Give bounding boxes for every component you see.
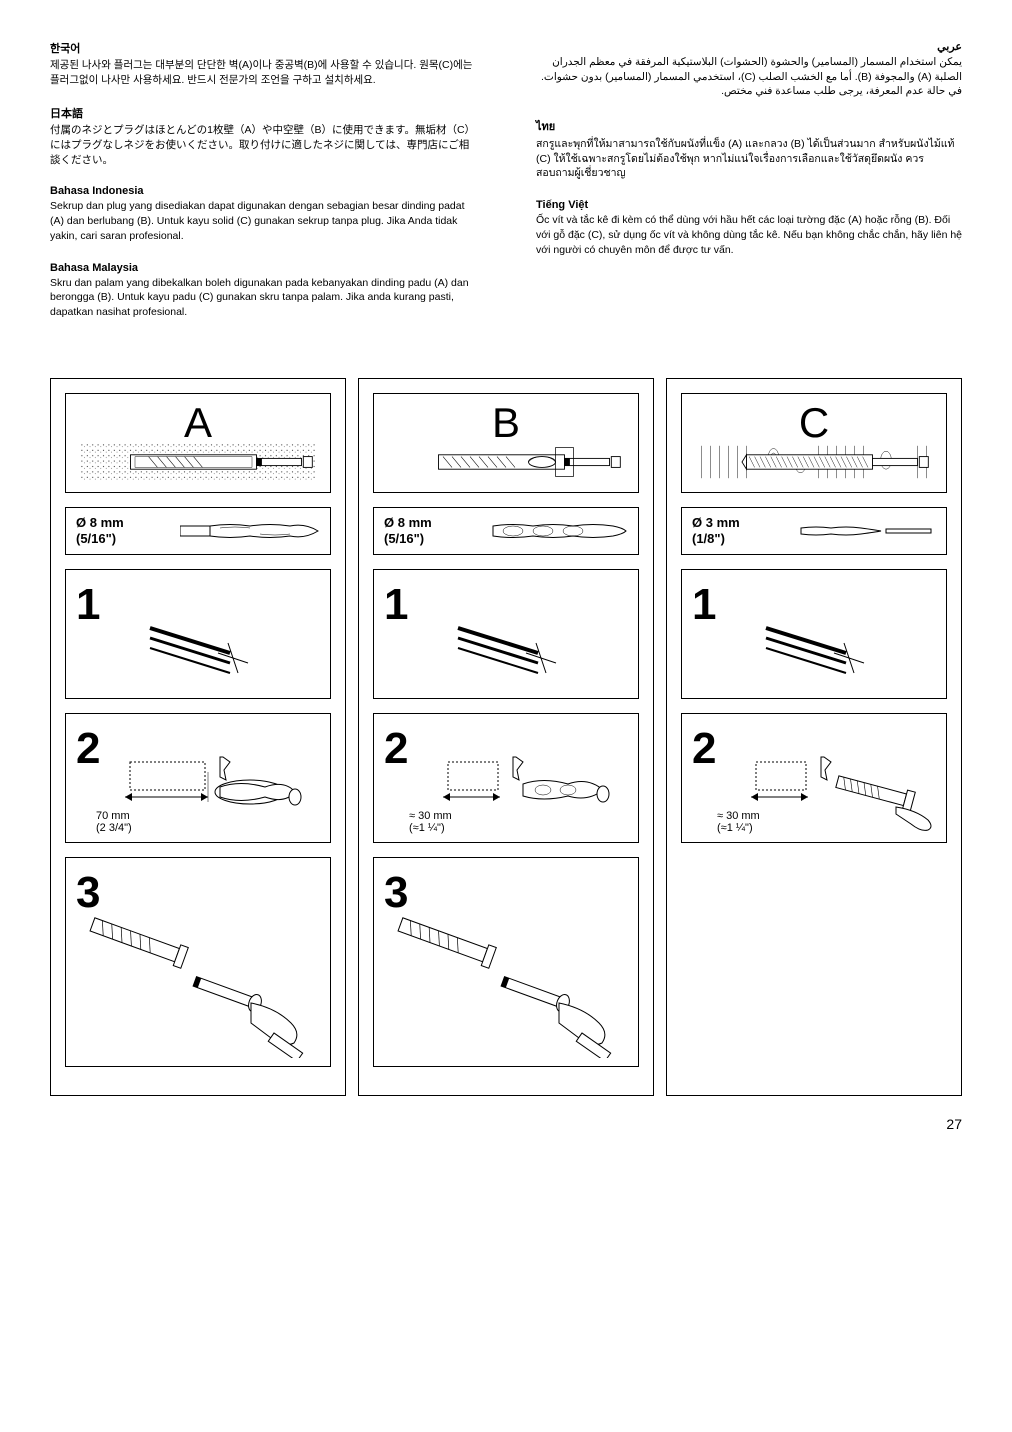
wall-plug-icon — [428, 752, 628, 832]
lang-body: يمكن استخدام المسمار (المسامير) والحشوة … — [536, 55, 962, 99]
lang-body: Ốc vít và tắc kê đi kèm có thể dùng với … — [536, 213, 962, 257]
lang-title: عربي — [536, 40, 962, 53]
diagram-column-b: B Ø 8 mm (5/16") — [358, 378, 654, 1096]
lang-body: สกรูและพุกที่ให้มาสามารถใช้กับผนังที่แข็… — [536, 137, 962, 181]
depth-dimension: ≈ 30 mm (≈1 ¼") — [717, 810, 760, 834]
drill-size-text: Ø 8 mm (5/16") — [384, 515, 432, 546]
diagram-column-c: C Ø 3 mm (1/8") — [666, 378, 962, 1096]
drill-size-text: Ø 3 mm (1/8") — [692, 515, 740, 546]
wall-plug-icon — [120, 752, 320, 832]
drill-action-icon — [448, 618, 628, 688]
step-1-frame: 1 — [373, 569, 639, 699]
solid-wall-icon — [74, 444, 322, 480]
lang-body: Sekrup dan plug yang disediakan dapat di… — [50, 199, 476, 243]
letter: C — [690, 402, 938, 444]
step-3-frame: 3 — [65, 857, 331, 1067]
diagram-column-a: A Ø 8 mm (5/16") — [50, 378, 346, 1096]
drill-bit-icon — [180, 520, 320, 542]
depth-dimension: 70 mm (2 3/4") — [96, 810, 132, 834]
lang-title: ไทย — [536, 117, 962, 135]
text-section: 한국어 제공된 나사와 플러그는 대부분의 단단한 벽(A)이나 중공벽(B)에… — [50, 40, 962, 338]
drill-bit-icon — [488, 520, 628, 542]
text-column-right: عربي يمكن استخدام المسمار (المسامير) وال… — [536, 40, 962, 338]
lang-japanese: 日本語 付属のネジとプラグはほとんどの1枚壁（A）や中空壁（B）に使用できます。… — [50, 105, 476, 167]
depth-dimension: ≈ 30 mm (≈1 ¼") — [409, 810, 452, 834]
letter-frame: C — [681, 393, 947, 493]
step-2-frame: 2 ≈ 30 mm (≈1 ¼") — [373, 713, 639, 843]
drill-action-icon — [756, 618, 936, 688]
page-number: 27 — [50, 1116, 962, 1132]
lang-title: 한국어 — [50, 40, 476, 56]
wood-wall-icon — [690, 444, 938, 480]
drill-action-icon — [140, 618, 320, 688]
step-1-frame: 1 — [65, 569, 331, 699]
drill-bit-icon — [796, 524, 936, 538]
diagrams-row: A Ø 8 mm (5/16") — [50, 378, 962, 1096]
hollow-wall-icon — [382, 444, 630, 480]
drill-size-text: Ø 8 mm (5/16") — [76, 515, 124, 546]
lang-malaysian: Bahasa Malaysia Skru dan palam yang dibe… — [50, 262, 476, 320]
letter: B — [382, 402, 630, 444]
letter-frame: A — [65, 393, 331, 493]
step-2-frame: 2 ≈ 30 mm (≈1 ¼") — [681, 713, 947, 843]
lang-title: 日本語 — [50, 105, 476, 121]
lang-body: 付属のネジとプラグはほとんどの1枚壁（A）や中空壁（B）に使用できます。無垢材（… — [50, 123, 476, 167]
step-3-frame: 3 — [373, 857, 639, 1067]
screw-insert-icon — [384, 908, 634, 1058]
lang-body: 제공된 나사와 플러그는 대부분의 단단한 벽(A)이나 중공벽(B)에 사용할… — [50, 58, 476, 87]
letter: A — [74, 402, 322, 444]
lang-title: Tiếng Việt — [536, 199, 962, 211]
letter-frame: B — [373, 393, 639, 493]
drill-size-frame: Ø 3 mm (1/8") — [681, 507, 947, 555]
lang-thai: ไทย สกรูและพุกที่ให้มาสามารถใช้กับผนังที… — [536, 117, 962, 181]
step-1-frame: 1 — [681, 569, 947, 699]
step-2-frame: 2 70 mm (2 3/4") — [65, 713, 331, 843]
lang-arabic: عربي يمكن استخدام المسمار (المسامير) وال… — [536, 40, 962, 99]
drill-size-frame: Ø 8 mm (5/16") — [373, 507, 639, 555]
lang-vietnamese: Tiếng Việt Ốc vít và tắc kê đi kèm có th… — [536, 199, 962, 257]
screw-insert-icon — [76, 908, 326, 1058]
screw-direct-icon — [736, 752, 936, 832]
lang-indonesian: Bahasa Indonesia Sekrup dan plug yang di… — [50, 185, 476, 243]
lang-body: Skru dan palam yang dibekalkan boleh dig… — [50, 276, 476, 320]
lang-title: Bahasa Indonesia — [50, 185, 476, 197]
drill-size-frame: Ø 8 mm (5/16") — [65, 507, 331, 555]
lang-korean: 한국어 제공된 나사와 플러그는 대부분의 단단한 벽(A)이나 중공벽(B)에… — [50, 40, 476, 87]
lang-title: Bahasa Malaysia — [50, 262, 476, 274]
text-column-left: 한국어 제공된 나사와 플러그는 대부분의 단단한 벽(A)이나 중공벽(B)에… — [50, 40, 476, 338]
